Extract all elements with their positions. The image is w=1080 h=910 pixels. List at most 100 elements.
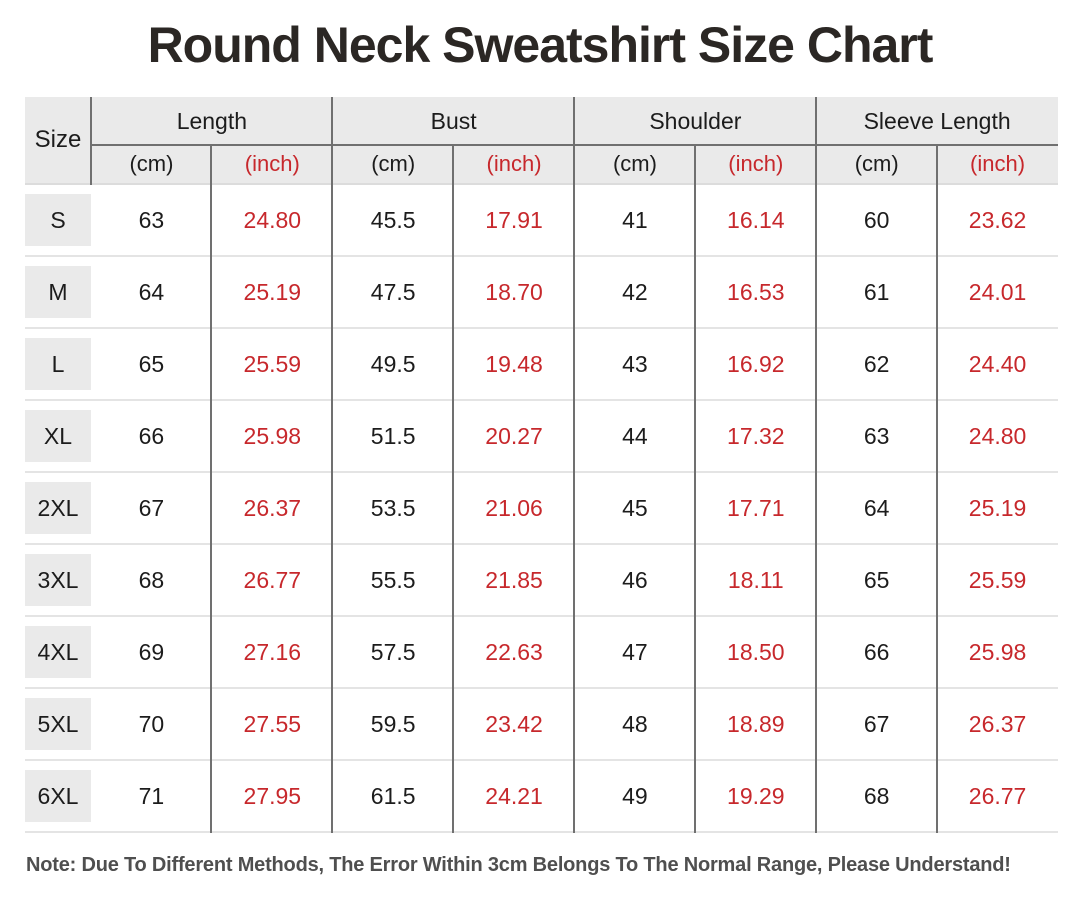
divider-size-column xyxy=(90,97,92,185)
note-text: Note: Due To Different Methods, The Erro… xyxy=(26,854,1011,876)
value-cm: 46 xyxy=(622,566,648,593)
value-inch: 20.27 xyxy=(485,422,543,449)
unit-header-shoulder-inch: (inch) xyxy=(728,151,784,176)
value-cm: 49.5 xyxy=(370,350,416,377)
unit-header-sleeve-cm: (cm) xyxy=(854,151,899,176)
value-inch: 24.21 xyxy=(485,782,543,809)
size-row-label: 2XL xyxy=(25,482,91,534)
value-inch: 19.48 xyxy=(485,350,543,377)
value-inch: 25.19 xyxy=(968,494,1027,521)
value-cm: 57.5 xyxy=(370,638,416,665)
value-cm: 47 xyxy=(622,638,648,665)
size-cell: L xyxy=(25,329,91,399)
unit-header-bust-inch: (inch) xyxy=(486,151,542,176)
value-cm: 66 xyxy=(863,638,890,665)
value-cm: 43 xyxy=(622,350,648,377)
table-row: 5XL 70 27.55 59.5 23.42 48 18.89 67 26.37 xyxy=(25,689,1058,761)
size-row-label: S xyxy=(25,194,91,246)
value-cm: 55.5 xyxy=(370,566,416,593)
value-inch: 24.80 xyxy=(968,422,1027,449)
table-row: XL 66 25.98 51.5 20.27 44 17.32 63 24.80 xyxy=(25,401,1058,473)
value-cm: 70 xyxy=(138,710,165,737)
table-row: M 64 25.19 47.5 18.70 42 16.53 61 24.01 xyxy=(25,257,1058,329)
value-inch: 24.40 xyxy=(968,350,1027,377)
value-cm: 44 xyxy=(622,422,648,449)
value-inch: 26.77 xyxy=(968,782,1027,809)
value-inch: 18.70 xyxy=(485,278,543,305)
size-chart-table: Size Length Bust Shoulder Sleeve Length … xyxy=(25,97,1058,833)
column-group-bust: Bust xyxy=(430,107,477,134)
unit-header-shoulder-cm: (cm) xyxy=(612,151,657,176)
size-cell: 5XL xyxy=(25,689,91,759)
value-cm: 63 xyxy=(138,206,165,233)
size-cell: 4XL xyxy=(25,617,91,687)
table-header: Size Length Bust Shoulder Sleeve Length … xyxy=(25,97,1058,185)
value-inch: 25.59 xyxy=(243,350,302,377)
divider-bust-cm-inch xyxy=(452,145,454,833)
size-cell: S xyxy=(25,185,91,255)
value-cm: 47.5 xyxy=(370,278,416,305)
size-row-label: XL xyxy=(25,410,91,462)
size-cell: M xyxy=(25,257,91,327)
value-inch: 23.42 xyxy=(485,710,543,737)
unit-header-length-inch: (inch) xyxy=(244,151,300,176)
value-cm: 45 xyxy=(622,494,648,521)
size-cell: XL xyxy=(25,401,91,471)
value-inch: 22.63 xyxy=(485,638,543,665)
value-cm: 48 xyxy=(622,710,648,737)
value-inch: 18.89 xyxy=(727,710,785,737)
value-inch: 16.14 xyxy=(727,206,785,233)
value-inch: 19.29 xyxy=(727,782,785,809)
value-cm: 71 xyxy=(138,782,165,809)
size-cell: 6XL xyxy=(25,761,91,831)
value-inch: 25.59 xyxy=(968,566,1027,593)
size-row-label: 3XL xyxy=(25,554,91,606)
value-cm: 60 xyxy=(863,206,890,233)
value-inch: 24.80 xyxy=(243,206,302,233)
value-cm: 65 xyxy=(863,566,890,593)
value-inch: 26.77 xyxy=(243,566,302,593)
value-cm: 66 xyxy=(138,422,165,449)
size-row-label: 4XL xyxy=(25,626,91,678)
value-cm: 63 xyxy=(863,422,890,449)
value-cm: 41 xyxy=(622,206,648,233)
value-cm: 67 xyxy=(138,494,165,521)
size-column-header: Size xyxy=(34,126,82,153)
value-inch: 23.62 xyxy=(968,206,1027,233)
value-inch: 24.01 xyxy=(968,278,1027,305)
value-inch: 21.06 xyxy=(485,494,543,521)
value-cm: 64 xyxy=(863,494,890,521)
value-inch: 26.37 xyxy=(243,494,302,521)
size-cell: 2XL xyxy=(25,473,91,543)
divider-shoulder-cm-inch xyxy=(694,145,696,833)
value-cm: 68 xyxy=(863,782,890,809)
value-cm: 67 xyxy=(863,710,890,737)
size-cell: 3XL xyxy=(25,545,91,615)
value-inch: 25.98 xyxy=(243,422,302,449)
divider-group-sleeve xyxy=(815,97,817,833)
value-inch: 25.98 xyxy=(968,638,1027,665)
divider-group-shoulder xyxy=(573,97,575,833)
value-inch: 16.92 xyxy=(727,350,785,377)
value-cm: 59.5 xyxy=(370,710,416,737)
value-inch: 27.95 xyxy=(243,782,302,809)
table-row: S 63 24.80 45.5 17.91 41 16.14 60 23.62 xyxy=(25,185,1058,257)
table-row: 2XL 67 26.37 53.5 21.06 45 17.71 64 25.19 xyxy=(25,473,1058,545)
size-row-label: M xyxy=(25,266,91,318)
chart-title: Round Neck Sweatshirt Size Chart xyxy=(147,17,934,73)
table-row: 4XL 69 27.16 57.5 22.63 47 18.50 66 25.98 xyxy=(25,617,1058,689)
value-inch: 16.53 xyxy=(727,278,785,305)
value-cm: 64 xyxy=(138,278,165,305)
divider-length-cm-inch xyxy=(210,145,212,833)
value-cm: 49 xyxy=(622,782,648,809)
value-inch: 27.16 xyxy=(243,638,302,665)
value-cm: 53.5 xyxy=(370,494,416,521)
value-cm: 62 xyxy=(863,350,890,377)
size-row-label: L xyxy=(25,338,91,390)
size-row-label: 5XL xyxy=(25,698,91,750)
table-row: L 65 25.59 49.5 19.48 43 16.92 62 24.40 xyxy=(25,329,1058,401)
value-inch: 18.50 xyxy=(727,638,785,665)
value-cm: 69 xyxy=(138,638,165,665)
unit-header-sleeve-inch: (inch) xyxy=(970,151,1026,176)
value-cm: 61 xyxy=(863,278,890,305)
